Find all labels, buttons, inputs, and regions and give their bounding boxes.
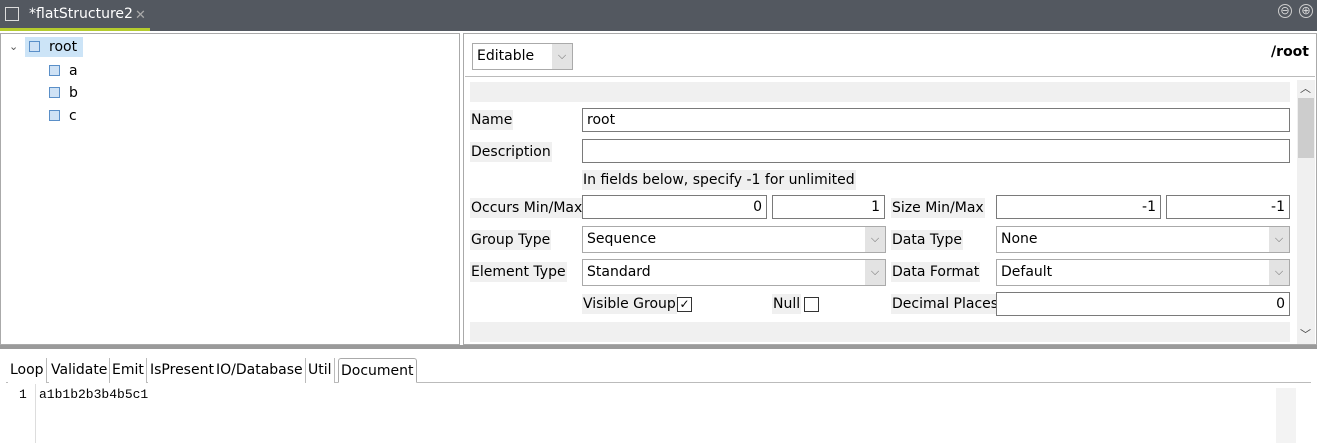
structure-tree: ⌄ root a b c bbox=[0, 33, 460, 345]
element-type-select[interactable]: Standard ⌵ bbox=[582, 259, 886, 286]
section-band bbox=[470, 322, 1290, 342]
size-max-field[interactable]: -1 bbox=[1166, 195, 1290, 219]
chevron-down-icon: ⌵ bbox=[865, 227, 885, 252]
size-min-field[interactable]: -1 bbox=[996, 195, 1161, 219]
group-type-value: Sequence bbox=[587, 231, 657, 247]
chevron-down-icon: ⌵ bbox=[552, 44, 572, 69]
element-path: /root bbox=[1271, 44, 1309, 60]
close-icon[interactable]: ✕ bbox=[135, 8, 146, 23]
element-icon bbox=[49, 65, 60, 76]
document-editor[interactable]: 1 a1b1b2b3b4b5c1 bbox=[0, 384, 1317, 443]
minimize-icon[interactable]: ⊖ bbox=[1278, 4, 1292, 18]
tree-node-a[interactable]: a bbox=[49, 61, 78, 81]
description-field[interactable] bbox=[582, 139, 1290, 163]
editor-tab-label: *flatStructure2 bbox=[29, 6, 133, 22]
data-type-select[interactable]: None ⌵ bbox=[996, 226, 1290, 253]
editor-tab[interactable]: *flatStructure2 ✕ bbox=[0, 0, 150, 31]
group-type-label: Group Type bbox=[470, 230, 552, 250]
name-field[interactable]: root bbox=[582, 108, 1290, 132]
tab-util[interactable]: Util bbox=[306, 358, 335, 383]
document-text: a1b1b2b3b4b5c1 bbox=[39, 387, 149, 402]
editor-title-bar bbox=[0, 0, 1317, 31]
element-icon bbox=[49, 110, 60, 121]
scrollbar-thumb[interactable] bbox=[1298, 98, 1314, 158]
data-format-label: Data Format bbox=[891, 262, 981, 282]
tree-node-label: b bbox=[69, 85, 78, 101]
hint-text: In fields below, specify -1 for unlimite… bbox=[582, 170, 856, 190]
occurs-label: Occurs Min/Max bbox=[470, 198, 584, 218]
chevron-down-icon: ⌵ bbox=[1269, 227, 1289, 252]
scroll-down-icon[interactable]: ﹀ bbox=[1300, 328, 1311, 341]
scroll-up-icon[interactable]: ︿ bbox=[1300, 82, 1311, 95]
decimal-places-label: Decimal Places bbox=[891, 294, 1000, 314]
mode-value: Editable bbox=[477, 48, 535, 64]
chevron-down-icon: ⌵ bbox=[865, 260, 885, 285]
null-checkbox[interactable] bbox=[804, 297, 819, 312]
chevron-down-icon[interactable]: ⌄ bbox=[9, 40, 19, 53]
tree-node-label: c bbox=[69, 108, 77, 124]
properties-header bbox=[465, 35, 1315, 77]
splitter[interactable] bbox=[0, 345, 1317, 349]
null-label: Null bbox=[772, 294, 802, 314]
tree-node-c[interactable]: c bbox=[49, 106, 77, 126]
data-format-value: Default bbox=[1001, 264, 1053, 280]
data-type-value: None bbox=[1001, 231, 1038, 247]
tree-node-root[interactable]: root bbox=[25, 37, 84, 57]
tab-validate[interactable]: Validate bbox=[49, 358, 111, 383]
tree-node-label: root bbox=[49, 39, 78, 55]
element-type-value: Standard bbox=[587, 264, 651, 280]
tab-document[interactable]: Document bbox=[338, 358, 417, 383]
visible-group-checkbox[interactable]: ✓ bbox=[677, 297, 692, 312]
structure-icon bbox=[5, 7, 19, 21]
tree-node-b[interactable]: b bbox=[49, 83, 78, 103]
tab-io-database[interactable]: IO/Database bbox=[214, 358, 306, 383]
element-type-label: Element Type bbox=[470, 262, 567, 282]
gutter-divider bbox=[35, 384, 36, 443]
decimal-places-field[interactable]: 0 bbox=[996, 292, 1290, 316]
data-format-select[interactable]: Default ⌵ bbox=[996, 259, 1290, 286]
size-label: Size Min/Max bbox=[891, 198, 985, 218]
tab-loop[interactable]: Loop bbox=[8, 358, 47, 383]
occurs-max-field[interactable]: 1 bbox=[772, 195, 885, 219]
maximize-icon[interactable]: ⊕ bbox=[1299, 4, 1313, 18]
visible-group-label: Visible Group bbox=[582, 294, 677, 314]
vertical-scrollbar[interactable] bbox=[1276, 388, 1296, 443]
group-type-select[interactable]: Sequence ⌵ bbox=[582, 226, 886, 253]
tab-divider bbox=[6, 382, 1311, 383]
description-label: Description bbox=[470, 142, 552, 162]
name-label: Name bbox=[470, 110, 514, 130]
section-band bbox=[470, 82, 1290, 102]
line-number: 1 bbox=[19, 387, 27, 402]
element-icon bbox=[49, 87, 60, 98]
chevron-down-icon: ⌵ bbox=[1269, 260, 1289, 285]
element-icon bbox=[29, 41, 40, 52]
occurs-min-field[interactable]: 0 bbox=[582, 195, 767, 219]
data-type-label: Data Type bbox=[891, 230, 964, 250]
mode-select[interactable]: Editable ⌵ bbox=[472, 43, 573, 70]
tab-emit[interactable]: Emit bbox=[110, 358, 147, 383]
tree-node-label: a bbox=[69, 63, 78, 79]
tab-ispresent[interactable]: IsPresent bbox=[148, 358, 217, 383]
